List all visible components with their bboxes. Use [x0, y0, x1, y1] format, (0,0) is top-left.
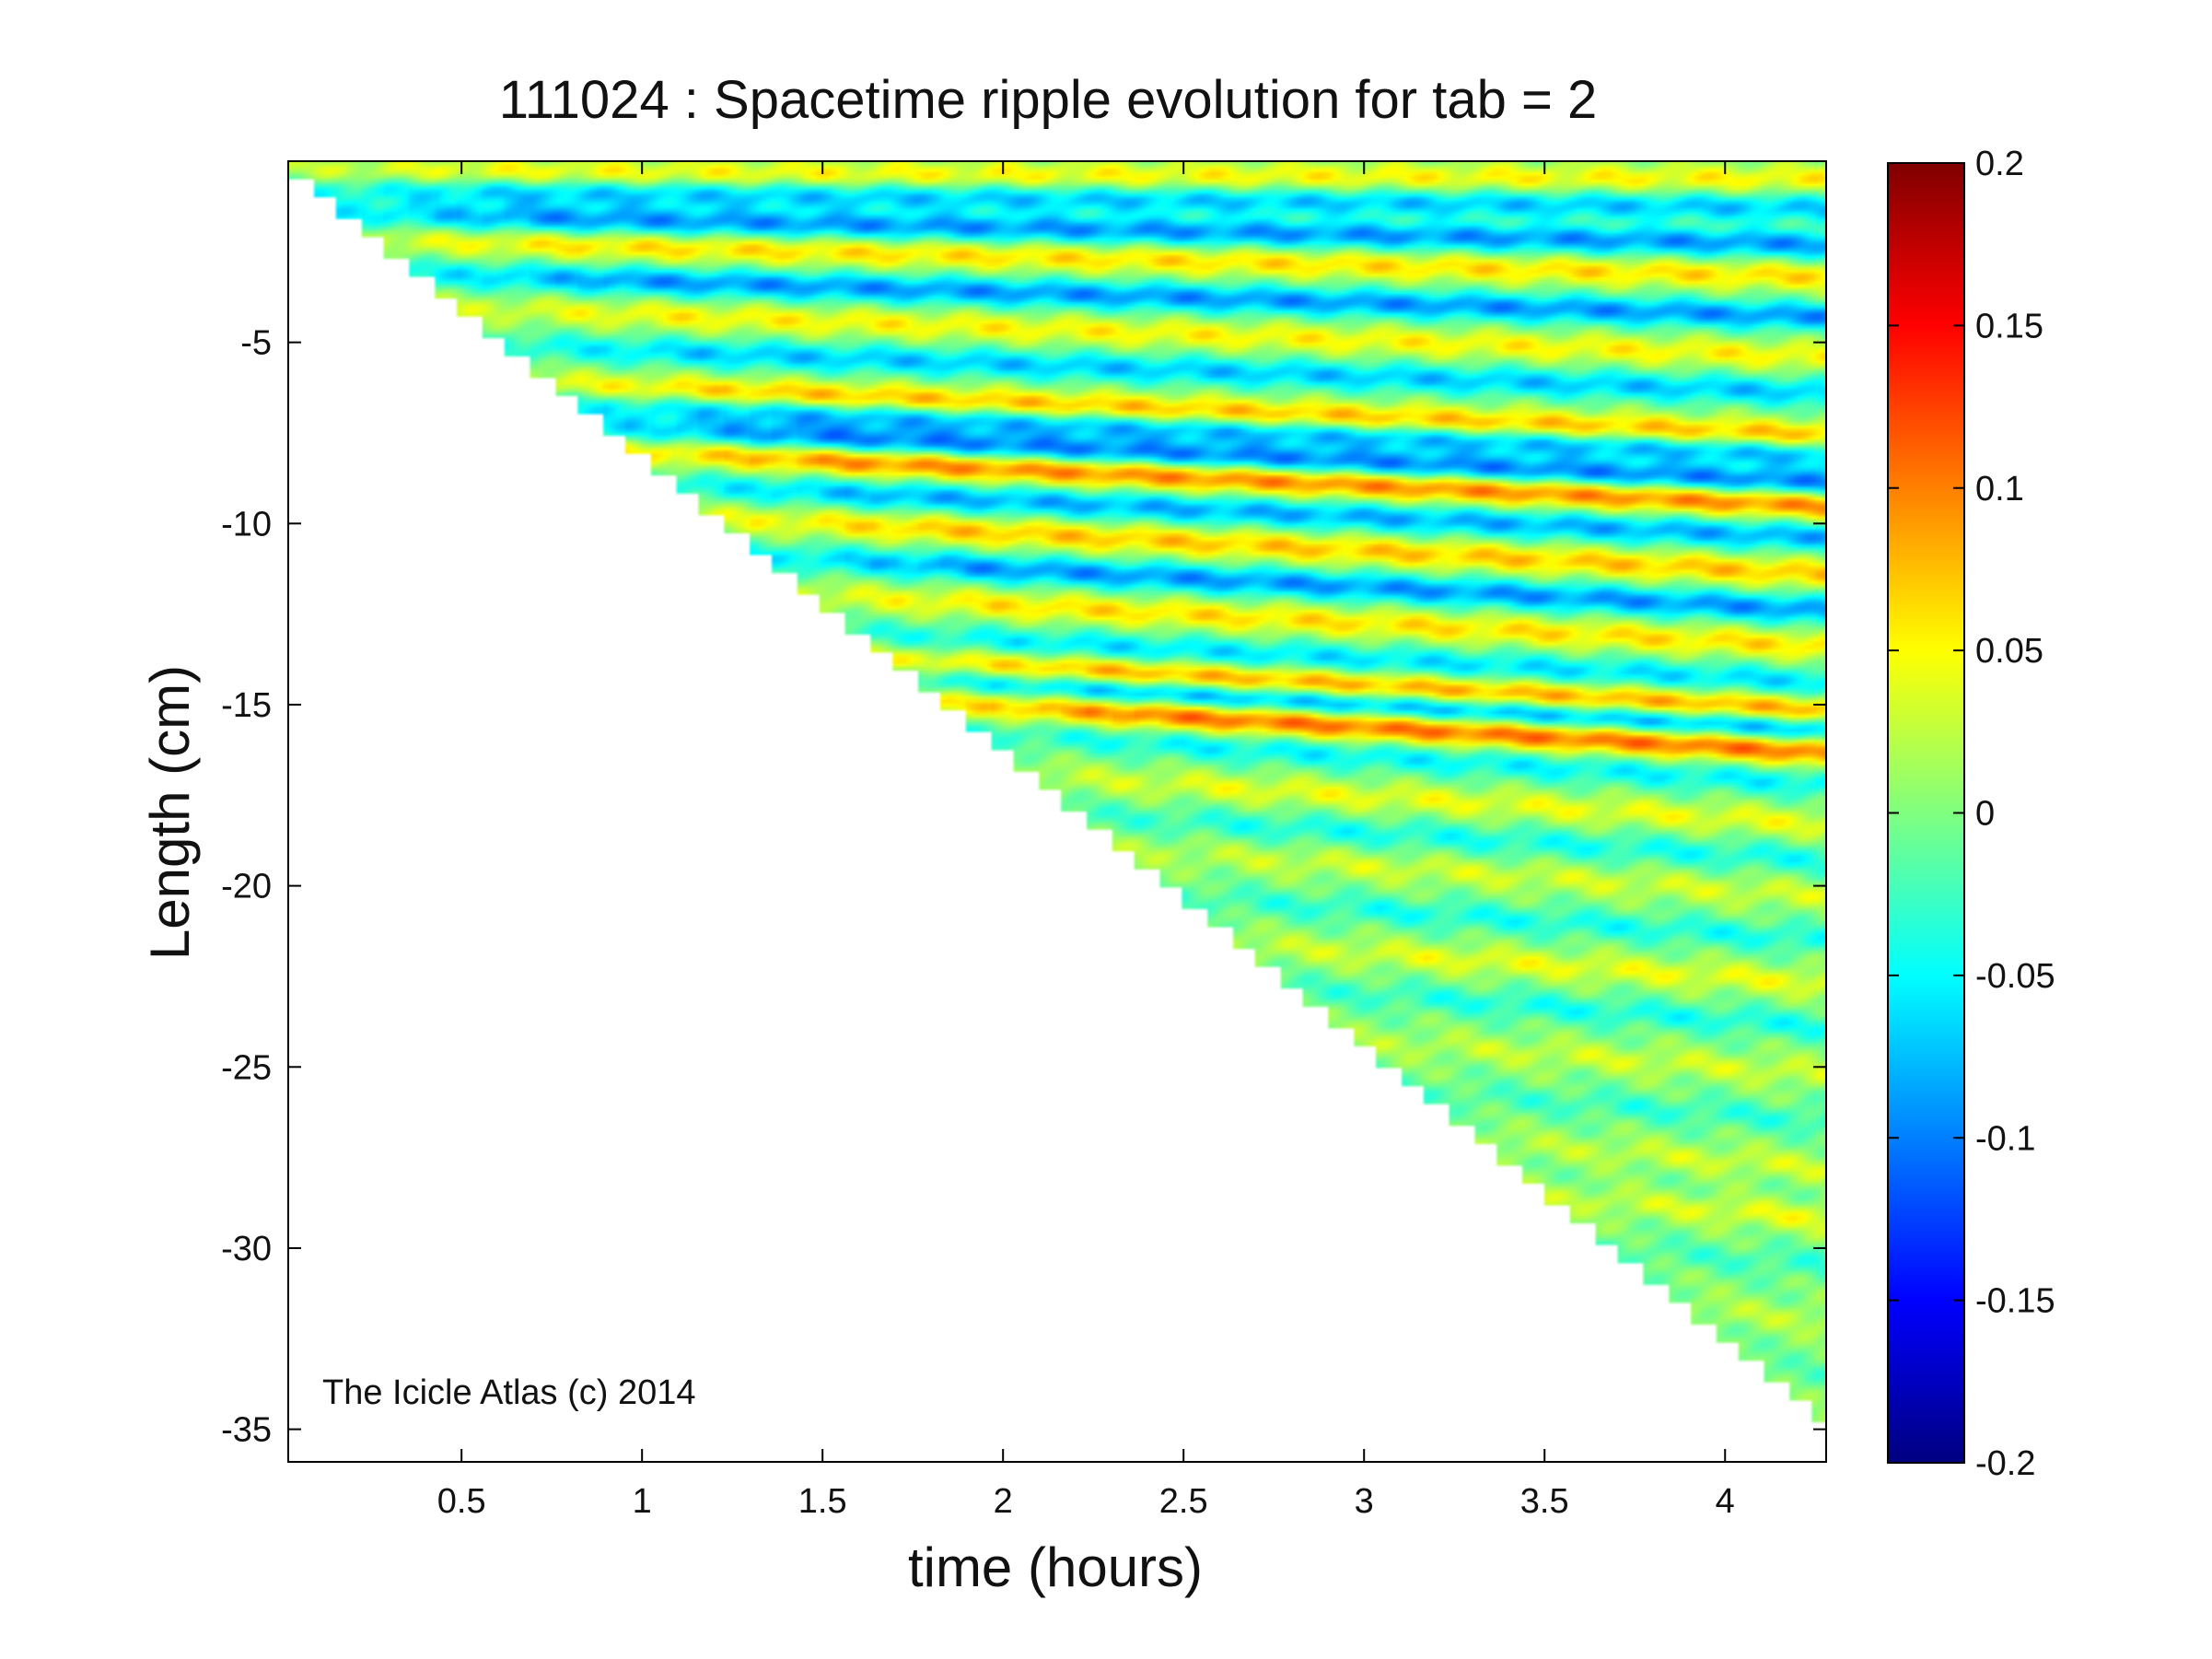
x-axis-ticks: 0.5 1 1.5 2 2.5 3 3.5 4 [437, 161, 1735, 1521]
colorbar-tick-label: 0 [1975, 795, 1995, 834]
x-tick-label: 1.5 [798, 1482, 847, 1521]
y-tick-label: -15 [221, 686, 272, 725]
plot-frame [287, 160, 1827, 1463]
watermark-text: The Icicle Atlas (c) 2014 [322, 1373, 696, 1412]
y-axis-ticks: -5 -10 -15 -20 -25 -30 -35 [221, 324, 1826, 1450]
y-axis-label: Length (cm) [139, 665, 201, 960]
colorbar: 0.2 0.15 0.1 0.05 0 -0.05 -0.1 -0.15 -0.2 [1887, 145, 2055, 1483]
y-tick-label: -30 [221, 1230, 272, 1268]
colorbar-tick-label: -0.15 [1975, 1282, 2055, 1321]
heatmap-image [288, 161, 1826, 1462]
y-tick-label: -20 [221, 868, 272, 906]
y-tick-label: -5 [240, 324, 272, 363]
colorbar-ticks: 0.2 0.15 0.1 0.05 0 -0.05 -0.1 -0.15 -0.2 [1888, 145, 2055, 1483]
colorbar-tick-label: 0.1 [1975, 470, 2024, 508]
chart-title: 111024 : Spacetime ripple evolution for … [499, 70, 1597, 130]
colorbar-tick-label: -0.2 [1975, 1444, 2035, 1483]
y-tick-label: -35 [221, 1411, 272, 1450]
x-tick-label: 3.5 [1520, 1482, 1569, 1521]
x-tick-label: 2 [994, 1482, 1013, 1521]
plot-area [287, 160, 1827, 1463]
x-tick-label: 2.5 [1159, 1482, 1208, 1521]
colorbar-tick-label: -0.1 [1975, 1119, 2035, 1158]
colorbar-tick-label: 0.2 [1975, 145, 2024, 183]
colorbar-tick-label: 0.15 [1975, 307, 2043, 345]
x-tick-label: 1 [633, 1482, 652, 1521]
x-tick-label: 0.5 [437, 1482, 486, 1521]
colorbar-tick-label: 0.05 [1975, 632, 2043, 671]
y-tick-label: -25 [221, 1048, 272, 1087]
x-tick-label: 4 [1716, 1482, 1735, 1521]
colorbar-tick-label: -0.05 [1975, 957, 2055, 996]
colorbar-gradient [1887, 162, 1965, 1464]
y-tick-label: -10 [221, 505, 272, 543]
x-tick-label: 3 [1355, 1482, 1374, 1521]
x-axis-label: time (hours) [908, 1536, 1203, 1598]
